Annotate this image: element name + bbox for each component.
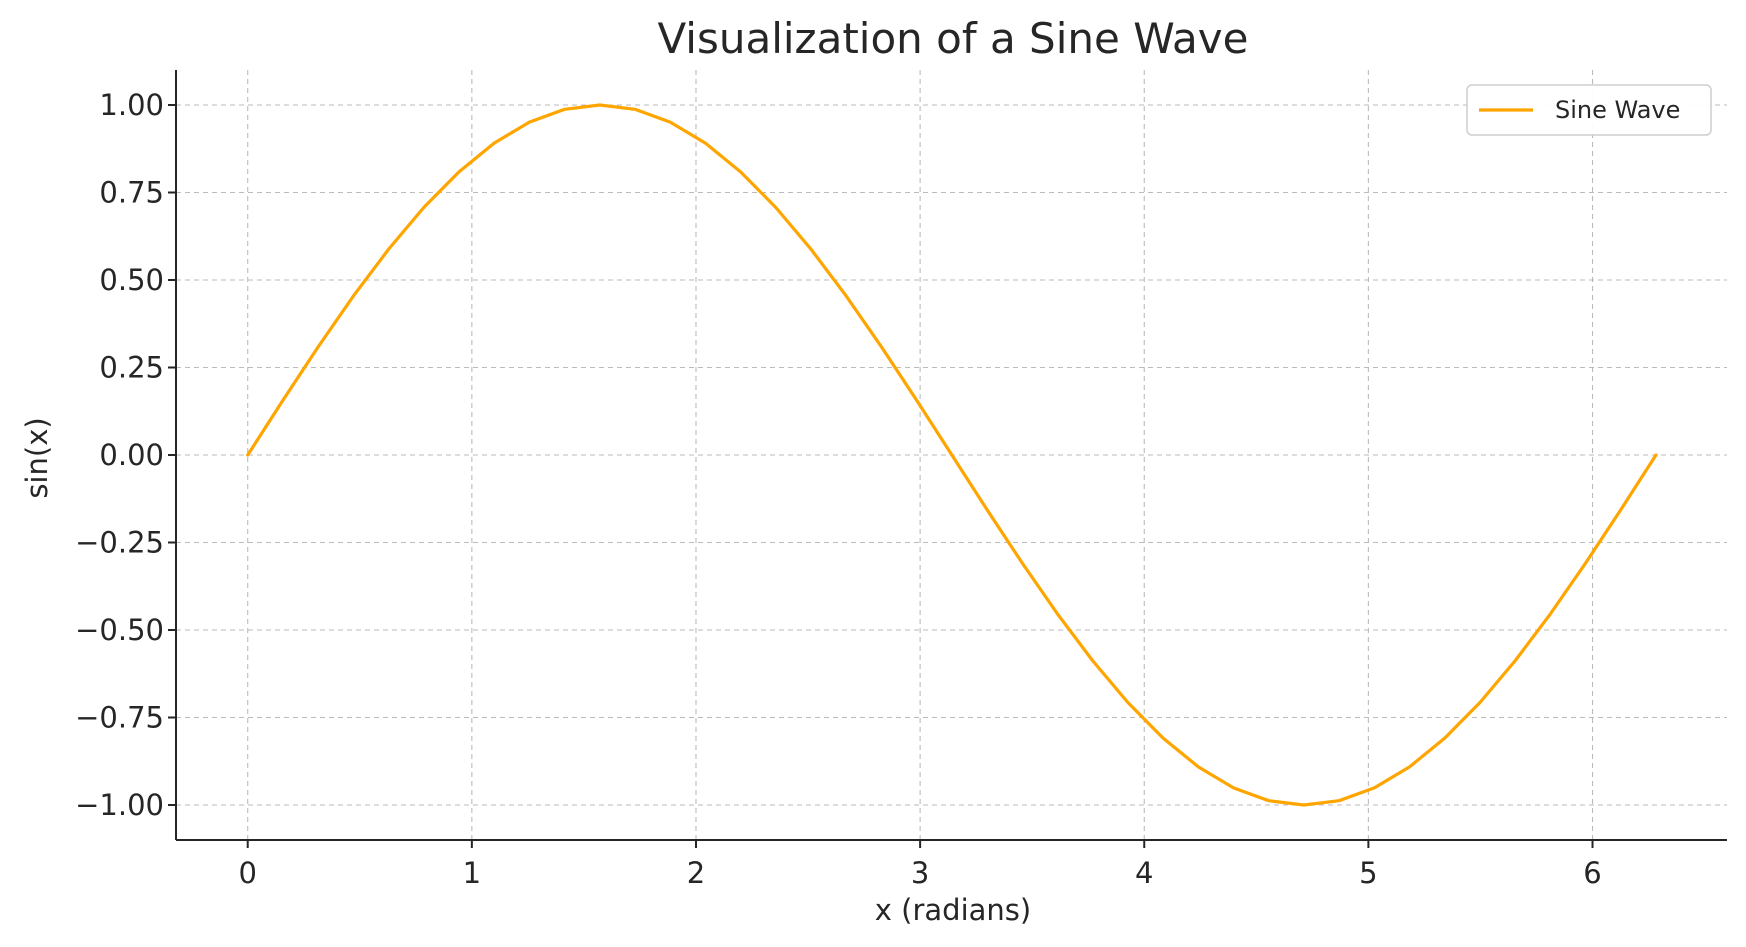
x-tick-label: 3 xyxy=(911,856,929,890)
y-tick-label: 0.50 xyxy=(99,263,164,297)
legend: Sine Wave xyxy=(1466,84,1712,136)
x-tick-label: 6 xyxy=(1583,856,1601,890)
y-tick-label: 0.25 xyxy=(99,351,164,385)
chart-title: Visualization of a Sine Wave xyxy=(658,14,1249,63)
y-tick-label: −0.25 xyxy=(75,526,164,560)
y-tick-label: 0.75 xyxy=(99,176,164,210)
y-tick-label: −1.00 xyxy=(75,788,164,822)
y-tick-label: 0.00 xyxy=(99,438,164,472)
y-tick-label: 1.00 xyxy=(99,88,164,122)
y-axis: 1.00 0.75 0.50 0.25 0.00 −0.25 −0.50 −0.75 −1.00 xyxy=(75,88,176,822)
x-tick-label: 1 xyxy=(463,856,481,890)
series-line-sine-wave xyxy=(246,103,1658,807)
x-axis-label: x (radians) xyxy=(875,893,1031,927)
x-tick-label: 0 xyxy=(238,856,256,890)
x-tick-label: 5 xyxy=(1359,856,1377,890)
legend-box xyxy=(1466,84,1712,136)
y-tick-label: −0.50 xyxy=(75,613,164,647)
y-tick-label: −0.75 xyxy=(75,701,164,735)
y-axis-label: sin(x) xyxy=(20,417,54,498)
x-tick-label: 2 xyxy=(687,856,705,890)
x-tick-label: 4 xyxy=(1135,856,1153,890)
series-layer xyxy=(246,103,1658,807)
legend-label: Sine Wave xyxy=(1555,96,1680,124)
x-axis: 0 1 2 3 4 5 6 xyxy=(238,840,1602,890)
